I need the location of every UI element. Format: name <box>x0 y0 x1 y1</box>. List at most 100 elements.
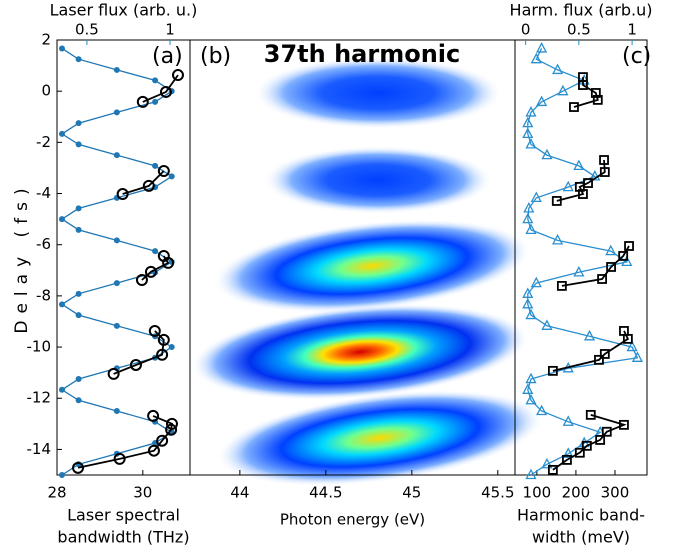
data-point <box>547 464 558 475</box>
heat-blob <box>263 146 493 214</box>
data-point <box>113 408 120 415</box>
data-point <box>142 179 155 192</box>
data-point <box>525 106 537 117</box>
x-tick-label: 28 <box>47 484 66 502</box>
heat-blob <box>253 57 503 129</box>
x-tick-label: 300 <box>601 484 630 502</box>
data-point <box>562 180 574 192</box>
data-point <box>619 419 629 430</box>
x2-tick-label: 0.5 <box>567 21 591 39</box>
data-point <box>581 440 592 451</box>
panel-label: (a) <box>152 44 183 69</box>
data-point <box>536 42 548 53</box>
data-point <box>557 84 569 96</box>
data-point <box>116 188 129 201</box>
data-point <box>148 324 161 337</box>
data-point <box>552 63 564 75</box>
data-point <box>536 95 548 107</box>
data-point <box>552 233 564 245</box>
data-point <box>541 457 553 469</box>
data-point <box>605 244 617 256</box>
data-point <box>624 241 634 251</box>
data-point <box>152 98 159 105</box>
x-axis-label: bandwidth (THz) <box>57 528 189 547</box>
data-point <box>159 85 172 98</box>
data-point <box>72 461 85 474</box>
data-point <box>583 329 596 341</box>
data-point <box>547 365 558 376</box>
data-point <box>551 196 562 206</box>
data-point <box>113 152 120 159</box>
data-point <box>58 386 65 393</box>
data-point <box>58 301 65 308</box>
data-point <box>147 444 160 457</box>
data-point <box>58 216 65 223</box>
data-point <box>594 354 604 365</box>
data-point <box>58 130 65 137</box>
panel-label: (c) <box>622 44 651 69</box>
x2-axis-label: Harm. flux (arb.u) <box>510 1 653 20</box>
data-point <box>621 255 633 267</box>
x-axis-label: Photon energy (eV) <box>280 511 425 529</box>
data-point <box>530 276 542 288</box>
data-point <box>592 94 603 105</box>
data-point <box>75 312 82 319</box>
heatmap <box>190 57 544 487</box>
x2-tick-label: 1 <box>627 21 637 39</box>
data-point <box>530 191 542 203</box>
data-point <box>58 45 65 52</box>
data-point <box>522 116 534 128</box>
x-tick-label: 45.5 <box>481 484 514 502</box>
data-point <box>165 423 178 436</box>
data-point <box>530 52 542 64</box>
data-point <box>599 155 609 165</box>
data-point <box>599 349 610 359</box>
data-point <box>522 212 534 224</box>
x-tick-label: 44.5 <box>309 484 342 502</box>
data-point <box>75 56 82 63</box>
x-axis-label: Laser spectral <box>67 506 180 525</box>
data-point <box>156 434 169 447</box>
data-point <box>590 88 601 98</box>
data-point <box>599 167 610 177</box>
data-point <box>113 280 120 287</box>
data-point <box>618 251 629 261</box>
data-point <box>578 80 588 90</box>
data-point <box>147 409 160 422</box>
data-point <box>165 417 178 430</box>
data-point <box>75 141 82 148</box>
data-point <box>75 205 82 212</box>
data-point <box>136 95 149 108</box>
data-point <box>152 162 159 169</box>
data-point <box>157 165 170 178</box>
y-tick-label: -10 <box>27 338 52 356</box>
x-axis-label: width (meV) <box>532 528 630 547</box>
data-point <box>525 138 537 149</box>
data-point <box>129 358 142 371</box>
data-point <box>75 226 82 233</box>
data-point <box>162 256 175 269</box>
y-tick-label: -14 <box>27 440 52 458</box>
data-point <box>562 455 572 465</box>
series-line <box>77 74 179 469</box>
x2-tick-label: 1 <box>165 21 175 39</box>
data-point <box>522 297 534 309</box>
x-tick-label: 100 <box>523 484 552 502</box>
data-point <box>525 308 537 320</box>
data-point <box>589 169 601 181</box>
data-point <box>152 77 159 84</box>
data-point <box>574 447 585 458</box>
data-point <box>573 159 585 171</box>
data-point <box>578 189 588 199</box>
data-point <box>75 120 82 127</box>
data-point <box>168 344 175 351</box>
data-point <box>541 319 553 330</box>
data-point <box>113 452 126 465</box>
y-tick-label: -6 <box>36 235 51 253</box>
data-point <box>75 376 82 383</box>
x-tick-label: 200 <box>562 484 591 502</box>
data-point <box>631 351 643 362</box>
data-point <box>144 265 157 278</box>
data-point <box>113 322 120 329</box>
